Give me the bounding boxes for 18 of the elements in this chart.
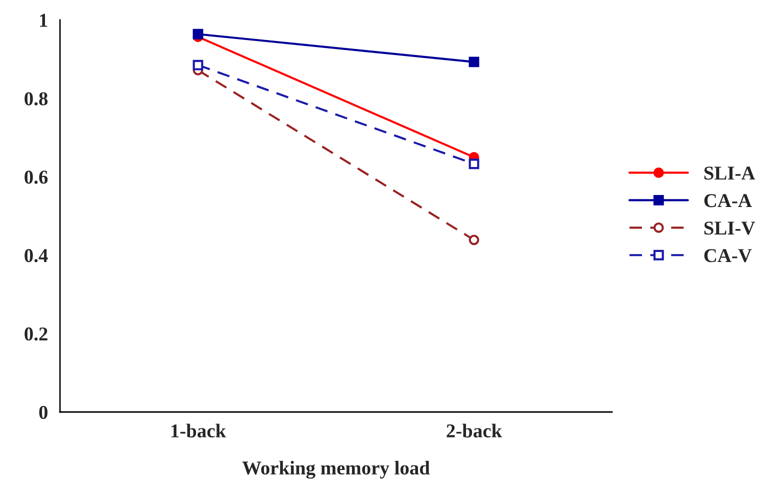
legend-label: SLI-A <box>704 166 756 180</box>
point <box>192 28 204 40</box>
y-tick-label: 0.8 <box>24 92 48 106</box>
y-tick-label: 0.4 <box>24 249 48 262</box>
legend-label: CA-V <box>704 249 752 262</box>
x-tick-label: 1-back <box>171 424 226 438</box>
point <box>468 158 480 170</box>
point <box>468 56 480 68</box>
legend-label: SLI-V <box>704 222 756 235</box>
y-tick-label: 0 <box>39 406 48 419</box>
y-tick-label: 0.2 <box>24 327 48 341</box>
y-tick-label: 1 <box>40 14 48 27</box>
y-tick-label: 0.6 <box>24 170 48 184</box>
x-tick-label: 2-back <box>446 424 502 438</box>
legend-label: CA-A <box>704 194 752 208</box>
point <box>468 234 480 246</box>
x-axis-title: Working memory load <box>242 460 430 479</box>
point <box>192 60 204 70</box>
